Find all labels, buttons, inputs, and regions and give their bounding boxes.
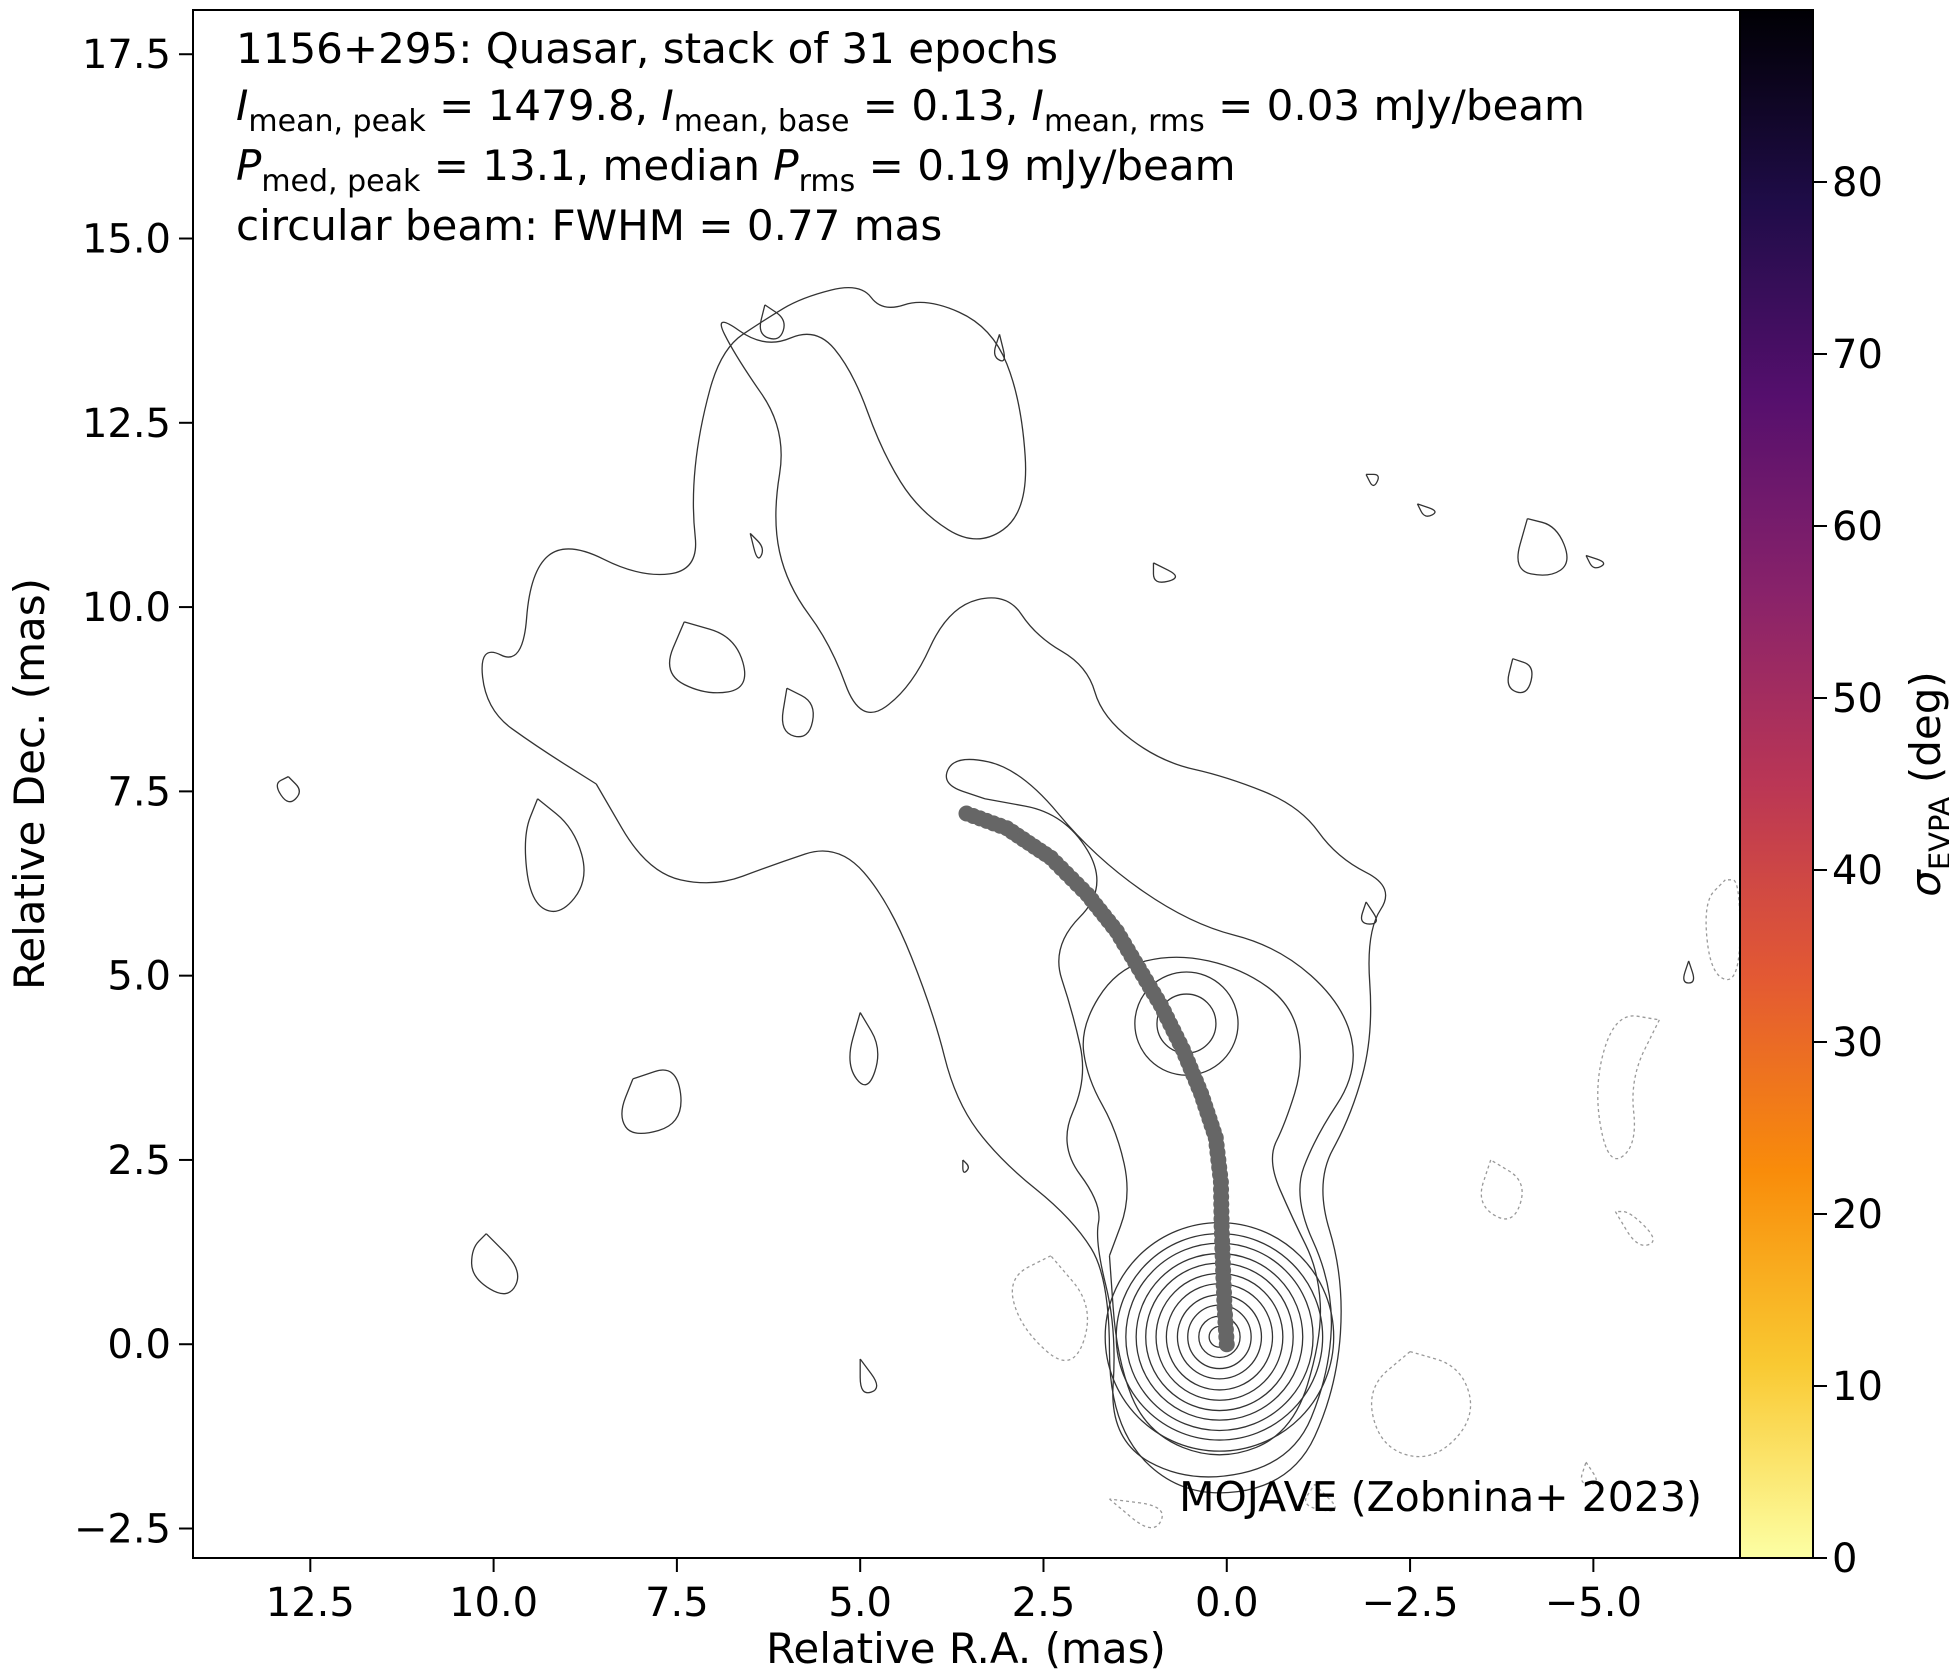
colorbar-tick-label: 20: [1832, 1192, 1883, 1238]
x-tick-label: 12.5: [266, 1580, 355, 1626]
plot-background: [193, 10, 1740, 1558]
positive-contour-24: [993, 334, 1006, 362]
negative-contour-6: [1109, 1498, 1163, 1529]
positive-contour-16: [524, 798, 585, 913]
y-axis: −2.5 0.0 2.5 5.0 7.5 10.0 12.5 15.0 17.5: [74, 32, 193, 1553]
info-text-part: = 0.19 mJy/beam: [855, 141, 1235, 190]
info-text-part: rms: [799, 164, 856, 199]
colorbar-bar: [1739, 9, 1814, 1559]
x-tick-label: −5.0: [1545, 1580, 1642, 1626]
positive-contour-35: [962, 1159, 969, 1173]
colorbar-tick-label: 50: [1832, 676, 1883, 722]
positive-contour-21: [470, 1233, 519, 1295]
info-text-part: mean, base: [674, 104, 850, 139]
colorbar-label-sub: EVPA: [1923, 796, 1949, 870]
y-axis-label: Relative Dec. (mas): [5, 578, 54, 990]
negative-contour-4: [1614, 1210, 1654, 1246]
positive-contour-29: [1416, 503, 1436, 517]
positive-contour-22: [859, 1358, 878, 1394]
x-tick-label: 10.0: [449, 1580, 538, 1626]
ridge-point: [1218, 1336, 1235, 1353]
x-axis: 12.5 10.0 7.5 5.0 2.5 0.0 −2.5 −5.0: [266, 1558, 1642, 1626]
colorbar-label: σEVPA (deg): [1901, 671, 1949, 897]
positive-contour-19: [621, 1069, 682, 1135]
colorbar-tick-label: 10: [1832, 1364, 1883, 1410]
y-tick-label: −2.5: [74, 1507, 171, 1553]
positive-contour-34: [1683, 960, 1695, 984]
positive-contour-28: [1517, 517, 1568, 576]
positive-contour-27: [276, 776, 300, 803]
colorbar-label-rest: (deg): [1901, 671, 1949, 796]
info-line-3: circular beam: FWHM = 0.77 mas: [236, 201, 942, 250]
negative-contour-2: [1597, 1015, 1660, 1160]
y-tick-label: 0.0: [107, 1322, 171, 1368]
y-tick-label: 7.5: [107, 769, 171, 815]
colorbar-tick-label: 60: [1832, 504, 1883, 550]
positive-contour-20: [849, 1012, 879, 1086]
credit-label: MOJAVE (Zobnina+ 2023): [1179, 1473, 1702, 1521]
negative-contour-0: [1011, 1255, 1089, 1362]
info-text-part: P: [236, 141, 262, 190]
plot-area: [193, 10, 1740, 1558]
positive-contour-15: [481, 287, 1387, 1494]
info-line-0: 1156+295: Quasar, stack of 31 epochs: [236, 24, 1058, 73]
positive-contour-25: [749, 532, 764, 559]
x-tick-label: 0.0: [1195, 1580, 1259, 1626]
info-text-part: I: [661, 81, 673, 130]
info-text-block: 1156+295: Quasar, stack of 31 epochs Imea…: [236, 24, 1585, 250]
y-tick-label: 10.0: [82, 585, 171, 631]
negative-contour-3: [1480, 1159, 1523, 1220]
negative-contour-1: [1370, 1350, 1472, 1458]
info-text-part: mean, peak: [248, 104, 426, 139]
y-tick-label: 12.5: [82, 401, 171, 447]
x-tick-label: −2.5: [1362, 1580, 1459, 1626]
positive-contour-17: [668, 621, 746, 694]
colorbar-tick-label: 70: [1832, 332, 1883, 378]
colorbar-tick-label: 0: [1832, 1536, 1857, 1582]
info-text-part: mean, rms: [1044, 104, 1205, 139]
info-line-2: Pmed, peak = 13.1, median Prms = 0.19 mJ…: [236, 141, 1236, 199]
x-axis-label: Relative R.A. (mas): [766, 1624, 1166, 1673]
info-text-part: med, peak: [261, 164, 421, 199]
positive-contour-31: [1585, 554, 1605, 569]
colorbar-tick-label: 40: [1832, 848, 1883, 894]
y-tick-label: 17.5: [82, 32, 171, 78]
colorbar-tick-label: 80: [1832, 160, 1883, 206]
info-text-part: = 0.13,: [849, 81, 1031, 130]
positive-contour-33: [1360, 901, 1377, 925]
y-tick-label: 15.0: [82, 217, 171, 263]
colorbar: 0 10 20 30 40 50 60 70 80 σEVPA (deg): [1739, 9, 1949, 1582]
info-text-part: 1156+295: Quasar, stack of 31 epochs: [236, 24, 1058, 73]
positive-contour-14: [945, 758, 1354, 1478]
positive-contour-23: [759, 304, 785, 340]
colorbar-label-symbol: σ: [1901, 869, 1949, 897]
info-line-1: Imean, peak = 1479.8, Imean, base = 0.13…: [236, 81, 1585, 139]
negative-contour-5: [1705, 879, 1740, 981]
x-tick-label: 5.0: [828, 1580, 892, 1626]
colorbar-tick-label: 30: [1832, 1020, 1883, 1066]
info-text-part: I: [1032, 81, 1044, 130]
jet-ridge-line: [958, 805, 1235, 1353]
info-text-part: = 0.03 mJy/beam: [1205, 81, 1585, 130]
positive-contour-32: [1507, 658, 1533, 694]
positive-contour-26: [1152, 562, 1177, 583]
x-tick-label: 7.5: [645, 1580, 709, 1626]
x-tick-label: 2.5: [1012, 1580, 1076, 1626]
colorbar-ticks: 0 10 20 30 40 50 60 70 80: [1813, 160, 1883, 1582]
y-tick-label: 5.0: [107, 954, 171, 1000]
positive-contour-30: [1365, 473, 1379, 487]
positive-contour-18: [781, 687, 814, 738]
info-text-part: = 1479.8,: [426, 81, 662, 130]
info-text-part: = 13.1, median: [420, 141, 773, 190]
info-text-part: I: [236, 81, 248, 130]
y-tick-label: 2.5: [107, 1138, 171, 1184]
positive-contour-13: [1082, 956, 1322, 1456]
info-text-part: circular beam: FWHM = 0.77 mas: [236, 201, 942, 250]
info-text-part: P: [773, 141, 799, 190]
